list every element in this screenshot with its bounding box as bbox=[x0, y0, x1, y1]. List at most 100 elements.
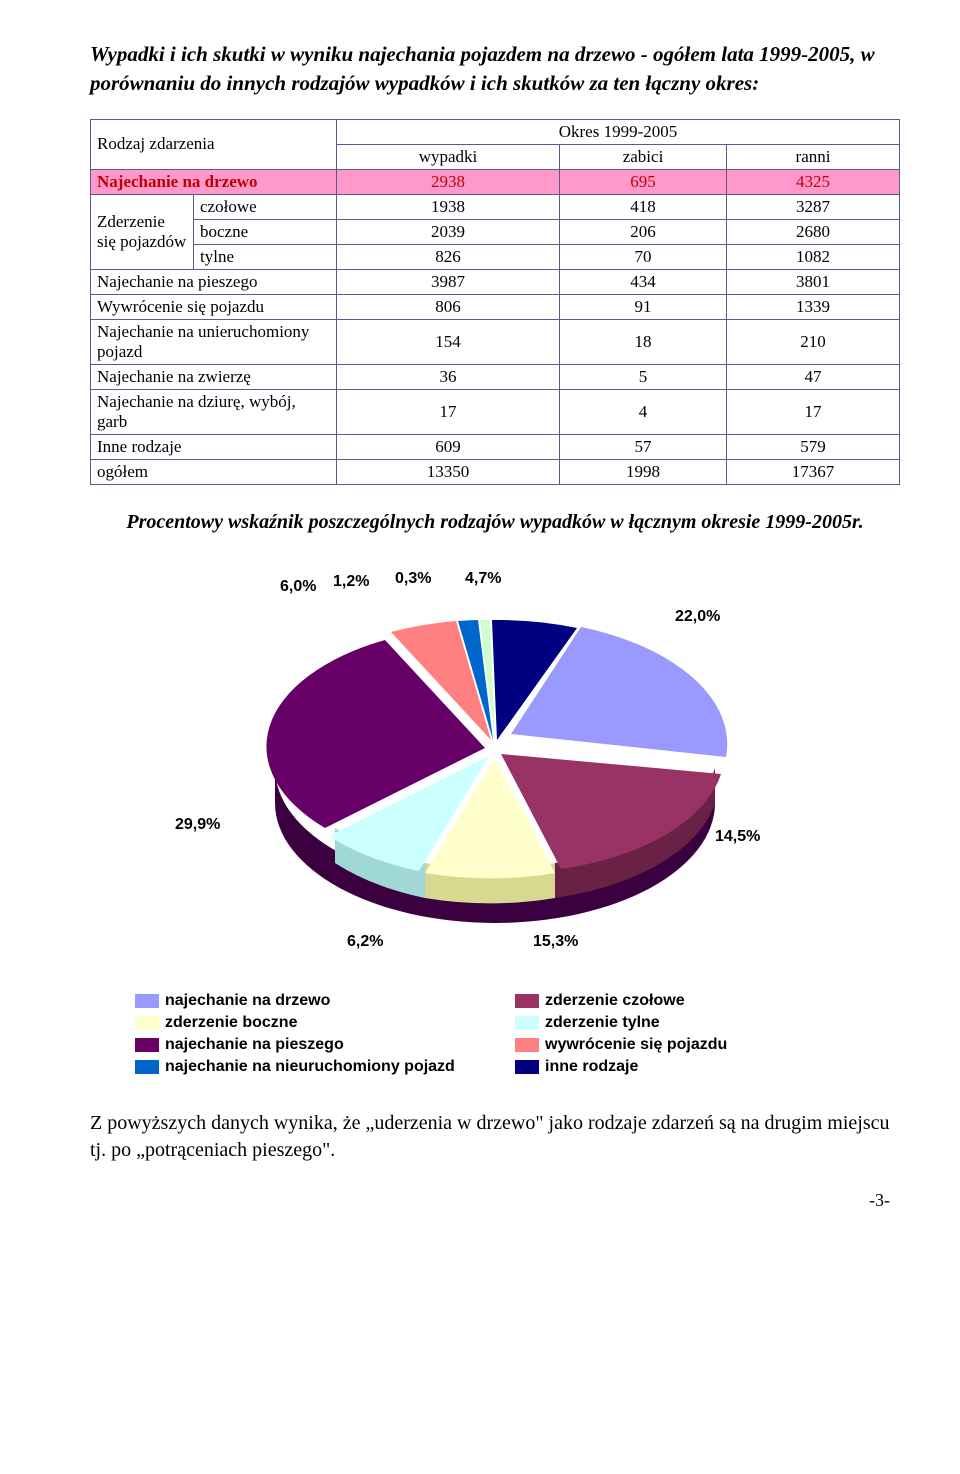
data-table: Rodzaj zdarzenia Okres 1999-2005 wypadki… bbox=[90, 119, 900, 485]
cell: 434 bbox=[559, 269, 726, 294]
table-row: Zderzenie się pojazdów czołowe 1938 418 … bbox=[91, 194, 900, 219]
cell-label: Inne rodzaje bbox=[91, 434, 337, 459]
col-header-rodzaj: Rodzaj zdarzenia bbox=[91, 119, 337, 169]
legend-label: najechanie na pieszego bbox=[165, 1036, 344, 1054]
chart-legend: najechanie na drzewo zderzenie czołowe z… bbox=[135, 992, 855, 1076]
cell: 5 bbox=[559, 364, 726, 389]
cell: 2680 bbox=[727, 219, 900, 244]
cell-label: Najechanie na zwierzę bbox=[91, 364, 337, 389]
pct-label-6-2: 6,2% bbox=[347, 933, 383, 951]
swatch-icon bbox=[515, 994, 539, 1008]
swatch-icon bbox=[135, 1060, 159, 1074]
table-row: boczne 2039 206 2680 bbox=[91, 219, 900, 244]
table-row-total: ogółem 13350 1998 17367 bbox=[91, 459, 900, 484]
legend-label: inne rodzaje bbox=[545, 1058, 638, 1076]
swatch-icon bbox=[515, 1016, 539, 1030]
cell: 36 bbox=[337, 364, 560, 389]
col-header-okres: Okres 1999-2005 bbox=[337, 119, 900, 144]
swatch-icon bbox=[515, 1038, 539, 1052]
cell: 3801 bbox=[727, 269, 900, 294]
page-number: -3- bbox=[90, 1190, 900, 1211]
cell: 695 bbox=[559, 169, 726, 194]
cell-group-label: Zderzenie się pojazdów bbox=[91, 194, 194, 269]
legend-item: wywrócenie się pojazdu bbox=[515, 1036, 855, 1054]
col-wypadki: wypadki bbox=[337, 144, 560, 169]
chart-title: Procentowy wskaźnik poszczególnych rodza… bbox=[90, 509, 900, 536]
cell: 2039 bbox=[337, 219, 560, 244]
cell: 806 bbox=[337, 294, 560, 319]
cell: 4325 bbox=[727, 169, 900, 194]
cell: 826 bbox=[337, 244, 560, 269]
table-row: Najechanie na unieruchomiony pojazd 154 … bbox=[91, 319, 900, 364]
table-row: Najechanie na pieszego 3987 434 3801 bbox=[91, 269, 900, 294]
cell: 3287 bbox=[727, 194, 900, 219]
cell: 18 bbox=[559, 319, 726, 364]
table-row: Najechanie na zwierzę 36 5 47 bbox=[91, 364, 900, 389]
pct-label-22-0: 22,0% bbox=[675, 608, 720, 626]
cell: 154 bbox=[337, 319, 560, 364]
legend-label: najechanie na drzewo bbox=[165, 992, 330, 1010]
legend-item: najechanie na nieuruchomiony pojazd bbox=[135, 1058, 475, 1076]
cell: 1938 bbox=[337, 194, 560, 219]
cell-label: Wywrócenie się pojazdu bbox=[91, 294, 337, 319]
cell: 579 bbox=[727, 434, 900, 459]
swatch-icon bbox=[135, 994, 159, 1008]
legend-label: zderzenie czołowe bbox=[545, 992, 685, 1010]
pct-label-4-7: 4,7% bbox=[465, 570, 501, 588]
cell: 17 bbox=[727, 389, 900, 434]
cell-label: boczne bbox=[194, 219, 337, 244]
cell-label: Najechanie na pieszego bbox=[91, 269, 337, 294]
cell: 17367 bbox=[727, 459, 900, 484]
cell-label: ogółem bbox=[91, 459, 337, 484]
legend-item: inne rodzaje bbox=[515, 1058, 855, 1076]
legend-item: zderzenie tylne bbox=[515, 1014, 855, 1032]
cell-label: Najechanie na unieruchomiony pojazd bbox=[91, 319, 337, 364]
swatch-icon bbox=[135, 1016, 159, 1030]
col-ranni: ranni bbox=[727, 144, 900, 169]
cell: 1998 bbox=[559, 459, 726, 484]
legend-label: zderzenie boczne bbox=[165, 1014, 297, 1032]
table-row: Wywrócenie się pojazdu 806 91 1339 bbox=[91, 294, 900, 319]
cell: 91 bbox=[559, 294, 726, 319]
table-header-row: Rodzaj zdarzenia Okres 1999-2005 bbox=[91, 119, 900, 144]
body-paragraph: Z powyższych danych wynika, że „uderzeni… bbox=[90, 1110, 900, 1164]
cell-label: Najechanie na dziurę, wybój, garb bbox=[91, 389, 337, 434]
pct-label-15-3: 15,3% bbox=[533, 933, 578, 951]
table-row: Najechanie na dziurę, wybój, garb 17 4 1… bbox=[91, 389, 900, 434]
legend-item: zderzenie boczne bbox=[135, 1014, 475, 1032]
cell: 1339 bbox=[727, 294, 900, 319]
cell: 13350 bbox=[337, 459, 560, 484]
swatch-icon bbox=[135, 1038, 159, 1052]
pie-chart-svg bbox=[115, 548, 875, 978]
cell: 609 bbox=[337, 434, 560, 459]
cell: 3987 bbox=[337, 269, 560, 294]
legend-label: najechanie na nieuruchomiony pojazd bbox=[165, 1058, 455, 1076]
page-title: Wypadki i ich skutki w wyniku najechania… bbox=[90, 40, 900, 99]
cell-label: czołowe bbox=[194, 194, 337, 219]
table-row: Inne rodzaje 609 57 579 bbox=[91, 434, 900, 459]
cell: 210 bbox=[727, 319, 900, 364]
swatch-icon bbox=[515, 1060, 539, 1074]
cell: 70 bbox=[559, 244, 726, 269]
pct-label-6-0: 6,0% bbox=[280, 578, 316, 596]
cell: 47 bbox=[727, 364, 900, 389]
table-row: tylne 826 70 1082 bbox=[91, 244, 900, 269]
pct-label-1-2: 1,2% bbox=[333, 573, 369, 591]
table-row-drzewo: Najechanie na drzewo 2938 695 4325 bbox=[91, 169, 900, 194]
cell: 57 bbox=[559, 434, 726, 459]
pct-label-0-3: 0,3% bbox=[395, 570, 431, 588]
cell: 1082 bbox=[727, 244, 900, 269]
legend-label: zderzenie tylne bbox=[545, 1014, 660, 1032]
cell: 206 bbox=[559, 219, 726, 244]
legend-item: zderzenie czołowe bbox=[515, 992, 855, 1010]
legend-item: najechanie na pieszego bbox=[135, 1036, 475, 1054]
cell-label: Najechanie na drzewo bbox=[91, 169, 337, 194]
col-zabici: zabici bbox=[559, 144, 726, 169]
legend-item: najechanie na drzewo bbox=[135, 992, 475, 1010]
pct-label-29-9: 29,9% bbox=[175, 816, 220, 834]
cell: 4 bbox=[559, 389, 726, 434]
pie-chart: 6,0% 1,2% 0,3% 4,7% 22,0% 14,5% 15,3% 6,… bbox=[115, 548, 875, 978]
legend-label: wywrócenie się pojazdu bbox=[545, 1036, 727, 1054]
pct-label-14-5: 14,5% bbox=[715, 828, 760, 846]
cell-label: tylne bbox=[194, 244, 337, 269]
